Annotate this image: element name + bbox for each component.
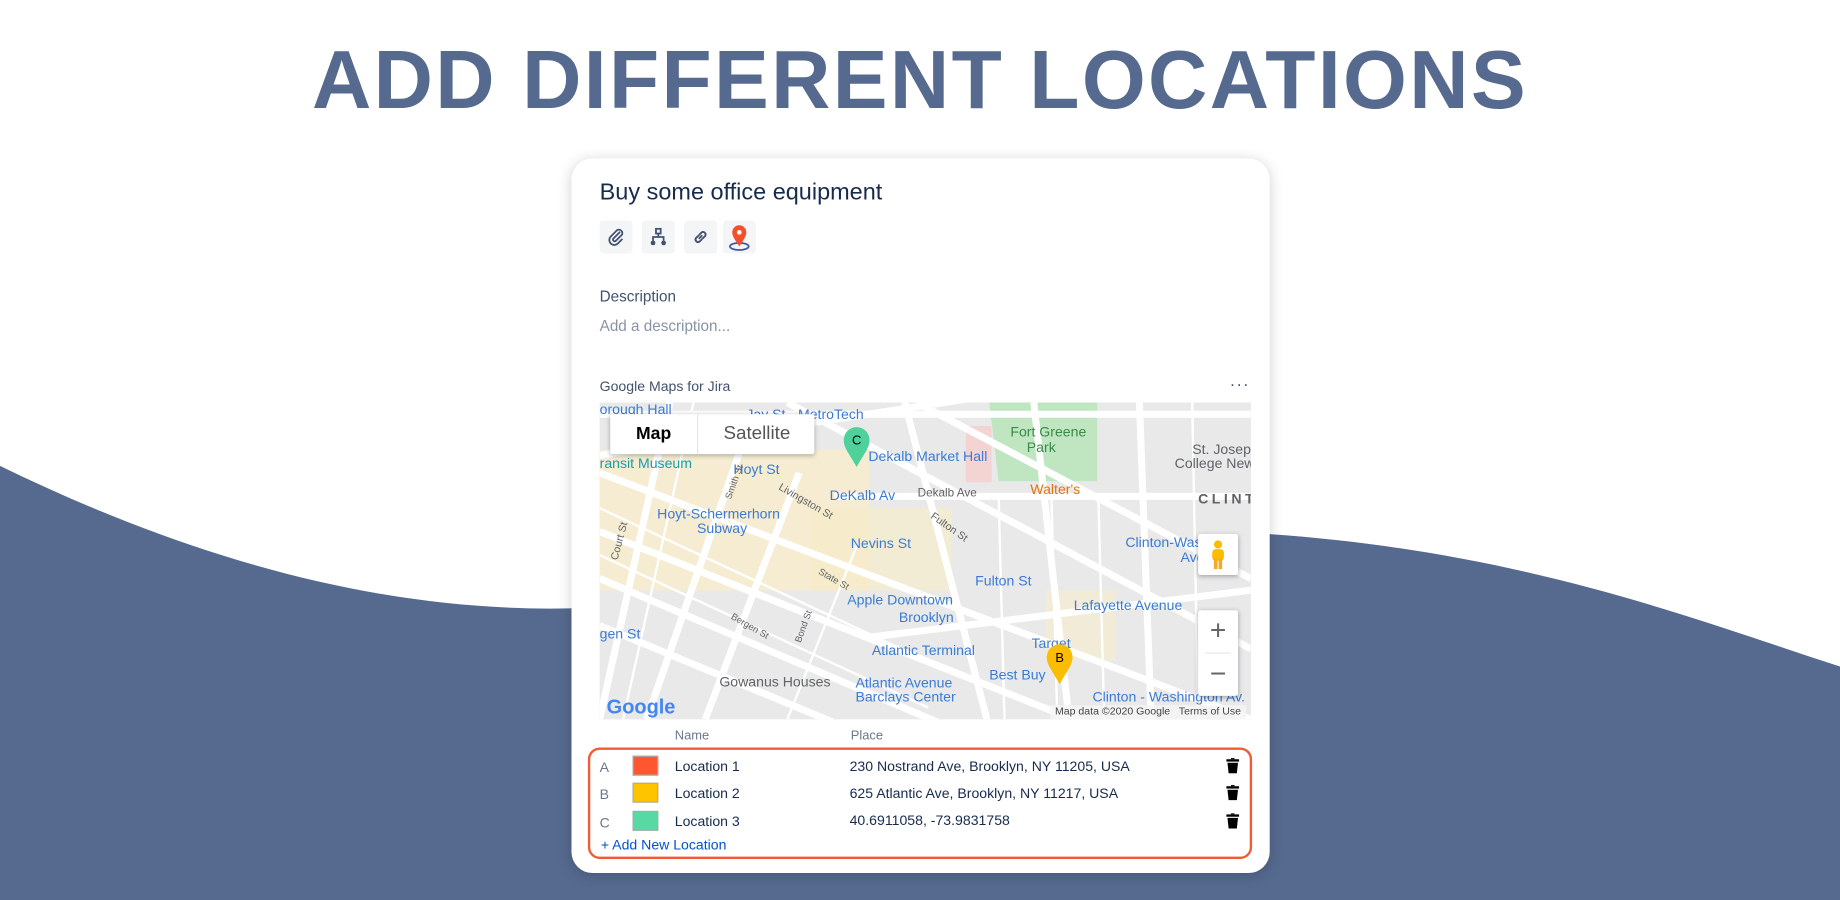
map-label: Walter's xyxy=(1030,481,1081,498)
color-swatch[interactable] xyxy=(632,782,659,803)
location-name[interactable]: Location 1 xyxy=(674,758,740,775)
color-swatch[interactable] xyxy=(632,810,659,831)
hierarchy-icon xyxy=(650,227,666,246)
map-label: DeKalb Av xyxy=(829,486,896,504)
map-type-control: Map Satellite xyxy=(610,414,816,455)
description-input[interactable]: Add a description... xyxy=(599,316,731,335)
map-label: Brooklyn xyxy=(898,609,954,626)
map-label: St. Joseph xyxy=(1192,441,1251,458)
map-label: Apple Downtown xyxy=(847,591,953,608)
map-label: Nevins St xyxy=(850,535,912,552)
issue-card: Buy some office equipment Description Ad… xyxy=(571,158,1270,874)
row-letter: A xyxy=(599,759,610,776)
map-label: Lafayette Avenue xyxy=(1073,597,1183,614)
location-place[interactable]: 625 Atlantic Ave, Brooklyn, NY 11217, US… xyxy=(849,785,1119,802)
map-view[interactable]: orough Hall Jay St - MetroTech Dekalb Ma… xyxy=(599,402,1251,720)
maps-panel-title: Google Maps for Jira xyxy=(599,377,731,395)
map-label: Subway xyxy=(697,519,748,537)
zoom-out-button[interactable]: − xyxy=(1209,658,1227,691)
map-label: Atlantic Terminal xyxy=(871,641,975,659)
map-label: Best Buy xyxy=(989,666,1046,683)
attach-button[interactable] xyxy=(599,220,633,254)
map-label: Park xyxy=(1026,438,1056,456)
map-label: Fulton St xyxy=(975,572,1032,590)
zoom-control: + − xyxy=(1198,610,1239,696)
map-label: Hoyt St xyxy=(733,461,780,478)
google-logo: Google xyxy=(606,695,676,719)
map-type-satellite-button[interactable]: Satellite xyxy=(697,414,816,455)
location-place[interactable]: 40.6911058, -73.9831758 xyxy=(849,812,1010,829)
locations-highlight-box xyxy=(587,747,1253,859)
map-pin-icon xyxy=(729,225,750,251)
marker-letter: B xyxy=(1055,650,1064,665)
map-label: College New xyxy=(1174,455,1251,472)
marker-c[interactable]: C xyxy=(843,426,871,468)
link-issue-button[interactable] xyxy=(684,220,717,254)
terms-link[interactable]: Terms of Use xyxy=(1178,705,1242,717)
add-new-location-link[interactable]: + Add New Location xyxy=(600,836,727,854)
marker-b[interactable]: B xyxy=(1046,643,1074,685)
column-header-name: Name xyxy=(674,728,710,743)
map-label: Dekalb Ave xyxy=(917,486,977,500)
column-header-place: Place xyxy=(850,728,884,743)
location-name[interactable]: Location 2 xyxy=(674,785,740,802)
location-place[interactable]: 230 Nostrand Ave, Brooklyn, NY 11205, US… xyxy=(849,758,1130,775)
color-swatch[interactable] xyxy=(632,755,659,776)
map-label: Dekalb Market Hall xyxy=(868,448,988,465)
map-label: gen St xyxy=(599,625,641,642)
trash-icon[interactable] xyxy=(1226,813,1240,829)
issue-title[interactable]: Buy some office equipment xyxy=(599,179,883,206)
child-issue-button[interactable] xyxy=(641,220,675,254)
map-label: Atlantic Avenue xyxy=(855,674,953,692)
map-label: Fort Greene xyxy=(1010,423,1087,441)
map-label: orough Hall xyxy=(599,402,672,418)
more-options-button[interactable]: ··· xyxy=(1229,374,1250,394)
paperclip-icon xyxy=(608,228,624,246)
trash-icon[interactable] xyxy=(1226,758,1240,774)
trash-icon[interactable] xyxy=(1226,785,1240,801)
pegman-icon xyxy=(1212,539,1224,569)
description-label: Description xyxy=(599,287,676,306)
map-label: Barclays Center xyxy=(855,688,956,706)
street-view-pegman[interactable] xyxy=(1198,533,1239,576)
headline: ADD DIFFERENT LOCATIONS xyxy=(311,34,1529,126)
location-name[interactable]: Location 3 xyxy=(674,813,740,830)
map-type-map-button[interactable]: Map xyxy=(636,423,672,444)
google-maps-button[interactable] xyxy=(722,220,756,254)
zoom-in-button[interactable]: + xyxy=(1209,614,1227,647)
map-label: CLINT xyxy=(1198,490,1251,507)
marker-letter: C xyxy=(852,433,861,448)
map-attribution: Map data ©2020 Google Terms of Use xyxy=(1050,705,1246,720)
map-label: Gowanus Houses xyxy=(719,673,831,691)
link-icon xyxy=(694,231,707,243)
map-label: ransit Museum xyxy=(599,455,692,472)
row-letter: C xyxy=(599,814,610,831)
attribution-text: Map data ©2020 Google xyxy=(1054,705,1171,717)
map-label: Clinton-Washin xyxy=(1125,533,1221,551)
map-label: Hoyt-Schermerhorn xyxy=(657,505,781,523)
row-letter: B xyxy=(599,786,610,803)
divider xyxy=(1205,652,1231,654)
